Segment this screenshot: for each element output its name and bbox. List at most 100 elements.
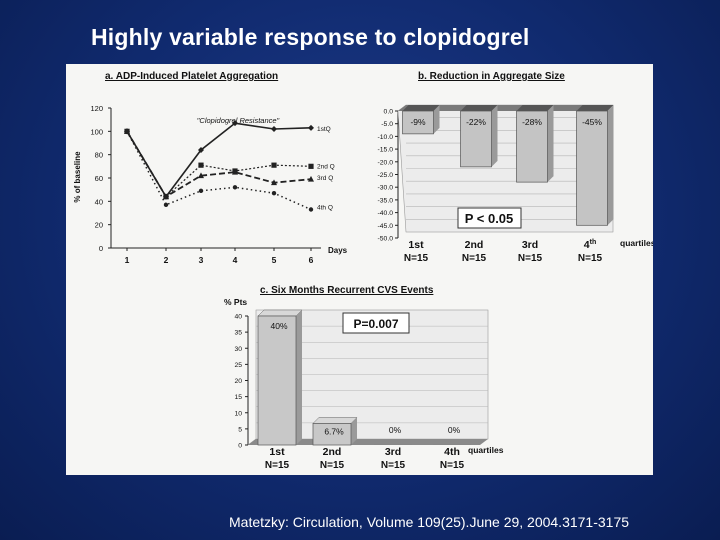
chart-b-bar-top bbox=[460, 105, 498, 111]
chart-a-point bbox=[198, 172, 204, 179]
chart-c-bar bbox=[257, 315, 297, 446]
chart-c-bar bbox=[312, 423, 352, 446]
chart-a-series-line bbox=[126, 130, 312, 198]
chart-a-point bbox=[308, 175, 314, 182]
chart-c-category-label: 3rd bbox=[385, 446, 401, 458]
chart-b-bar-top bbox=[402, 105, 440, 111]
chart-b-bar-label: -28% bbox=[522, 117, 542, 127]
chart-c-bar bbox=[374, 444, 412, 445]
chart-a-point bbox=[198, 147, 204, 153]
chart-a-legend-label: 1stQ bbox=[317, 126, 331, 133]
chart-b-bar bbox=[460, 110, 492, 168]
chart-a-legend-label: 4th Q bbox=[317, 205, 333, 212]
chart-a-xtick-label: 3 bbox=[199, 255, 204, 265]
chart-b-n-label: N=15 bbox=[518, 253, 543, 264]
chart-c-ytick-label: 40 bbox=[234, 314, 242, 321]
chart-a-point bbox=[271, 126, 277, 132]
chart-c-category-label: 1st bbox=[269, 446, 285, 458]
chart-a-ytick-label: 120 bbox=[90, 104, 103, 113]
chart-b-xlabel: quartiles bbox=[620, 238, 653, 248]
chart-b-ytick-label: -30.0 bbox=[378, 185, 394, 192]
chart-c-ytick-label: 35 bbox=[234, 330, 242, 337]
chart-b-bar bbox=[516, 110, 548, 183]
chart-a-point bbox=[198, 162, 204, 168]
chart-a-point bbox=[271, 190, 277, 196]
chart-b: b. Reduction in Aggregate Size 0.0 -5.0 -1… bbox=[378, 71, 656, 264]
chart-a-ytick-label: 60 bbox=[95, 174, 103, 183]
chart-a-ytick-label: 40 bbox=[95, 197, 103, 206]
chart-a-ytick-label: 100 bbox=[90, 127, 103, 136]
chart-c-bar-label: 0% bbox=[448, 425, 461, 435]
chart-b-bar-top bbox=[576, 105, 614, 111]
chart-c-bar bbox=[433, 444, 471, 445]
chart-a-point bbox=[271, 162, 277, 168]
chart-b-ytick-label: 0.0 bbox=[384, 109, 394, 116]
chart-a-xtick-label: 1 bbox=[125, 255, 130, 265]
figure-panel: a. ADP-Induced Platelet Aggregation % of… bbox=[66, 64, 656, 475]
chart-b-category-label: 4th bbox=[584, 239, 596, 251]
chart-c-n-label: N=15 bbox=[381, 460, 406, 471]
chart-c-bar-label: 0% bbox=[389, 425, 402, 435]
chart-a-point bbox=[308, 163, 314, 169]
chart-b-bar-side bbox=[491, 105, 498, 167]
chart-c-n-label: N=15 bbox=[265, 460, 290, 471]
chart-a-annotation: "Clopidogrel Resistance" bbox=[197, 116, 280, 125]
chart-b-ytick-label: -45.0 bbox=[378, 223, 394, 230]
chart-c-ytick-label: 0 bbox=[238, 443, 242, 450]
chart-a-ytick-label: 0 bbox=[99, 244, 103, 253]
chart-a-xtick-label: 2 bbox=[164, 255, 169, 265]
chart-b-bar bbox=[402, 110, 434, 135]
chart-c-bar-side bbox=[296, 310, 302, 445]
chart-b-title: b. Reduction in Aggregate Size bbox=[418, 71, 565, 82]
chart-a-legend-label: 3rd Q bbox=[317, 175, 333, 182]
chart-b-ytick-label: -25.0 bbox=[378, 172, 394, 179]
chart-a-point bbox=[232, 168, 238, 175]
chart-a-ytick-label: 80 bbox=[95, 151, 103, 160]
chart-b-ytick-label: -10.0 bbox=[378, 134, 394, 141]
chart-c-ytick-label: 20 bbox=[234, 378, 242, 385]
chart-c-pvalue: P=0.007 bbox=[353, 317, 398, 331]
chart-c: c. Six Months Recurrent CVS Events % Pts… bbox=[224, 285, 504, 471]
chart-b-bar-side bbox=[547, 105, 554, 183]
chart-c-category-label: 2nd bbox=[323, 446, 342, 458]
chart-a-title: a. ADP-Induced Platelet Aggregation bbox=[105, 71, 278, 82]
chart-a-point bbox=[198, 188, 204, 194]
chart-c-n-label: N=15 bbox=[320, 460, 345, 471]
chart-b-bar-side bbox=[433, 105, 440, 134]
chart-b-ytick-label: -50.0 bbox=[378, 236, 394, 243]
chart-b-ytick-label: -40.0 bbox=[378, 210, 394, 217]
chart-c-xlabel: quartiles bbox=[468, 445, 504, 455]
chart-a-point bbox=[232, 120, 238, 127]
chart-a-point bbox=[124, 129, 130, 134]
chart-a-legend-label: 2nd Q bbox=[317, 163, 335, 170]
chart-b-pvalue: P < 0.05 bbox=[465, 211, 514, 226]
chart-b-n-label: N=15 bbox=[404, 253, 429, 264]
chart-b-ytick-label: -5.0 bbox=[381, 121, 393, 128]
chart-c-n-label: N=15 bbox=[440, 460, 465, 471]
chart-b-ytick-label: -15.0 bbox=[378, 147, 394, 154]
figure-svg: a. ADP-Induced Platelet Aggregation % of… bbox=[73, 71, 656, 471]
chart-b-bar-label: -9% bbox=[410, 117, 426, 127]
chart-a-xtick-label: 5 bbox=[272, 255, 277, 265]
chart-b-bar bbox=[576, 110, 608, 226]
chart-a-point bbox=[163, 193, 169, 200]
chart-c-ytick-label: 5 bbox=[238, 426, 242, 433]
chart-c-bar-label: 6.7% bbox=[324, 426, 344, 436]
slide-title: Highly variable response to clopidogrel bbox=[91, 24, 530, 50]
chart-a-series-line bbox=[126, 131, 312, 198]
chart-b-pvalue-box bbox=[457, 207, 522, 229]
chart-a-xlabel: Days bbox=[328, 246, 348, 255]
chart-c-ytick-label: 25 bbox=[234, 362, 242, 369]
chart-b-ytick-label: -20.0 bbox=[378, 159, 394, 166]
chart-a-point bbox=[232, 185, 238, 190]
chart-a-xtick-label: 4 bbox=[233, 255, 238, 265]
chart-b-top-band bbox=[398, 105, 613, 111]
chart-b-category-label: 2nd bbox=[465, 239, 484, 251]
chart-b-category-label: 1st bbox=[408, 239, 424, 251]
chart-c-bar-label: 40% bbox=[270, 321, 287, 331]
chart-b-n-label: N=15 bbox=[578, 253, 603, 264]
chart-c-bar-side bbox=[351, 417, 357, 445]
chart-b-bar-side bbox=[607, 105, 614, 226]
chart-c-title: c. Six Months Recurrent CVS Events bbox=[260, 285, 434, 296]
chart-c-pvalue-box bbox=[342, 312, 410, 334]
